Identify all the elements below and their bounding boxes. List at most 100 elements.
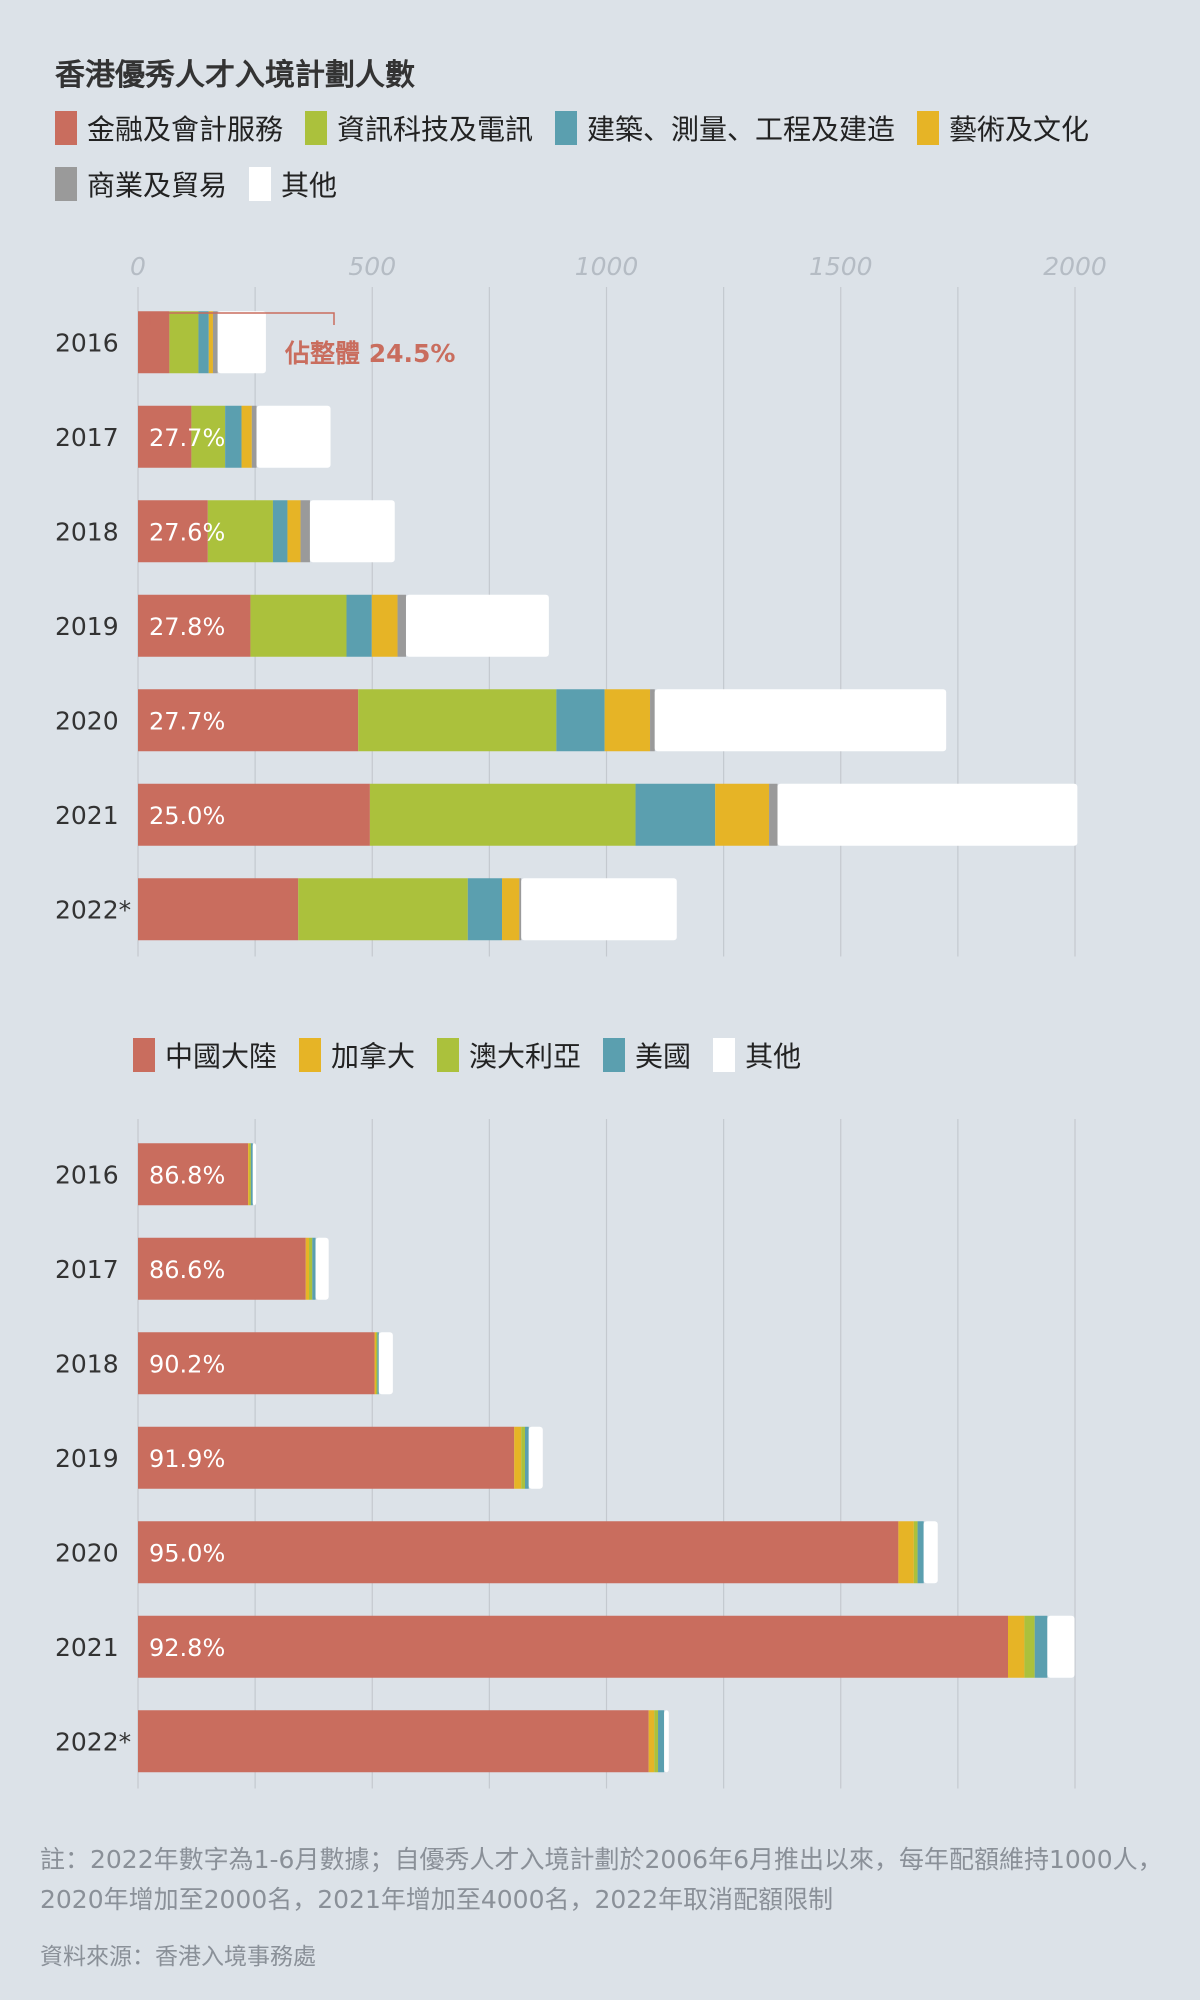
legend-label: 其他	[745, 1040, 802, 1073]
legend-item: 其他	[249, 156, 337, 212]
y-tick-label: 2018	[55, 1349, 119, 1378]
legend-item: 中國大陸	[133, 1027, 277, 1083]
bar-segment	[241, 405, 252, 468]
bar-segment	[309, 1237, 313, 1300]
data-label: 90.2%	[149, 1350, 225, 1378]
legend-item: 建築、測量、工程及建造	[555, 100, 895, 156]
bar-segment	[191, 405, 226, 468]
legend-label: 其他	[281, 169, 338, 202]
bar-segment	[169, 311, 199, 374]
y-tick-label: 2020	[55, 1538, 119, 1567]
data-label: 91.9%	[149, 1445, 225, 1473]
bar-segment	[521, 1426, 525, 1489]
legend-item: 美國	[603, 1027, 691, 1083]
legend-label: 資訊科技及電訊	[337, 113, 534, 146]
legend-swatch	[133, 1038, 155, 1072]
y-tick-label: 2022*	[55, 1727, 131, 1756]
bar-stack	[138, 1332, 393, 1395]
bar-segment	[654, 689, 947, 752]
bar-segment	[556, 689, 605, 752]
bar-segment	[256, 405, 331, 468]
legend-label: 金融及會計服務	[87, 113, 284, 146]
bar-segment	[358, 689, 557, 752]
legend-item: 澳大利亞	[437, 1027, 581, 1083]
bar-stack	[138, 594, 549, 657]
bar-segment	[374, 1332, 376, 1395]
data-label: 25.0%	[149, 802, 225, 830]
annotation-label: 佔整體 24.5%	[284, 339, 455, 368]
legend-label: 中國大陸	[165, 1040, 278, 1073]
legend-label: 藝術及文化	[949, 113, 1090, 146]
data-label: 27.7%	[149, 707, 225, 735]
bar-segment	[305, 1237, 310, 1300]
bar-segment	[375, 1332, 378, 1395]
bar-segment	[250, 1143, 253, 1206]
legend-label: 建築、測量、工程及建造	[587, 113, 896, 146]
y-tick-label: 2017	[55, 423, 119, 452]
bar-segment	[138, 500, 208, 563]
bar-segment	[138, 1426, 515, 1489]
bar-segment	[521, 878, 677, 941]
bar-stack	[138, 1615, 1075, 1678]
bar-segment	[405, 594, 549, 657]
legend-swatch	[917, 111, 940, 145]
bar-segment	[777, 783, 1078, 846]
bar-segment	[664, 1710, 669, 1773]
bar-segment	[1008, 1615, 1025, 1678]
chart-title: 香港優秀人才入境計劃人數	[55, 58, 415, 93]
bar-segment	[1034, 1615, 1048, 1678]
bar-segment	[371, 594, 398, 657]
legend-label: 商業及貿易	[87, 169, 228, 202]
legend-origin: 中國大陸 加拿大 澳大利亞 美國 其他	[133, 1027, 1200, 1083]
x-tick-label: 0	[130, 252, 146, 281]
bar-segment	[346, 594, 372, 657]
bar-stack	[138, 1143, 257, 1206]
bar-stack	[138, 689, 947, 752]
legend-swatch	[249, 167, 272, 201]
bar-segment	[397, 594, 406, 657]
bar-stack	[138, 878, 677, 941]
bar-segment	[287, 500, 301, 563]
data-label: 27.7%	[149, 424, 225, 452]
bar-segment	[212, 311, 218, 374]
bar-segment	[138, 689, 359, 752]
x-tick-label: 1500	[809, 252, 873, 281]
legend-label: 澳大利亞	[469, 1040, 582, 1073]
bar-segment	[138, 1143, 249, 1206]
data-label: 92.8%	[149, 1634, 225, 1662]
bar-stack	[138, 1237, 329, 1300]
bar-segment	[658, 1710, 665, 1773]
bar-segment	[272, 500, 288, 563]
data-label: 27.6%	[149, 518, 225, 546]
bar-segment	[519, 878, 522, 941]
bar-stack	[138, 1426, 543, 1489]
bar-segment	[524, 1426, 529, 1489]
legend-item: 其他	[713, 1027, 801, 1083]
x-tick-label: 500	[348, 252, 396, 281]
legend-swatch	[603, 1038, 626, 1072]
bar-segment	[312, 1237, 316, 1300]
bar-segment	[225, 405, 242, 468]
bar-segment	[249, 1143, 251, 1206]
data-label: 86.8%	[149, 1161, 225, 1189]
legend-item: 商業及貿易	[55, 156, 227, 212]
bar-segment	[913, 1521, 918, 1584]
bar-segment	[1047, 1615, 1075, 1678]
origin-bar-chart: 2016 86.8% 2017 86.6% 2018 90.2% 2019 91.9% 2020…	[55, 1119, 1076, 1789]
bar-segment	[138, 594, 251, 657]
bar-stack	[138, 1710, 669, 1773]
bar-stack	[138, 783, 1078, 846]
bar-segment	[138, 1237, 306, 1300]
y-tick-label: 2018	[55, 517, 119, 546]
legend-industry: 金融及會計服務 資訊科技及電訊 建築、測量、工程及建造 藝術及文化商業及貿易 其他	[55, 100, 1155, 212]
bar-segment	[715, 783, 770, 846]
bar-segment	[198, 311, 209, 374]
bar-segment	[138, 1710, 649, 1773]
bar-stack	[138, 405, 331, 468]
bar-segment	[467, 878, 503, 941]
bar-segment	[138, 1332, 375, 1395]
bar-segment	[378, 1332, 393, 1395]
bar-segment	[138, 1521, 899, 1584]
bar-segment	[207, 500, 273, 563]
bar-segment	[648, 1710, 655, 1773]
